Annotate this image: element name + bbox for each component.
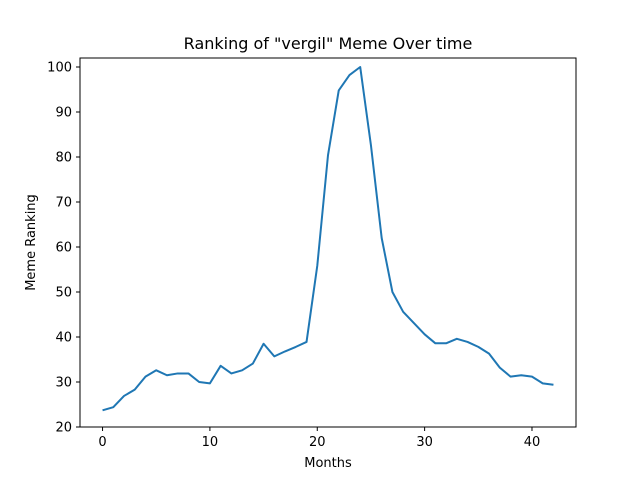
y-axis: 20 30 40 50 60 70 80 90 100 xyxy=(47,61,80,436)
y-tick-label: 70 xyxy=(55,196,72,211)
y-tick-label: 80 xyxy=(55,151,72,166)
x-tick-label: 0 xyxy=(98,435,106,450)
x-tick-label: 30 xyxy=(416,435,433,450)
y-tick-label: 60 xyxy=(55,241,72,256)
x-tick-label: 40 xyxy=(524,435,541,450)
y-tick-label: 40 xyxy=(55,331,72,346)
y-tick-label: 100 xyxy=(47,61,72,76)
x-tick-label: 10 xyxy=(202,435,219,450)
y-tick-label: 50 xyxy=(55,286,72,301)
x-axis-title: Months xyxy=(304,456,352,471)
y-tick-label: 90 xyxy=(55,106,72,121)
y-tick-label: 20 xyxy=(55,421,72,436)
x-axis: 0 10 20 30 40 xyxy=(98,427,540,450)
series-layer xyxy=(102,66,554,412)
chart-title: Ranking of "vergil" Meme Over time xyxy=(184,34,473,53)
plot-frame xyxy=(79,57,577,428)
x-tick-label: 20 xyxy=(309,435,326,450)
y-axis-title: Meme Ranking xyxy=(24,194,39,291)
series-line xyxy=(102,66,554,412)
y-tick-label: 30 xyxy=(55,376,72,391)
